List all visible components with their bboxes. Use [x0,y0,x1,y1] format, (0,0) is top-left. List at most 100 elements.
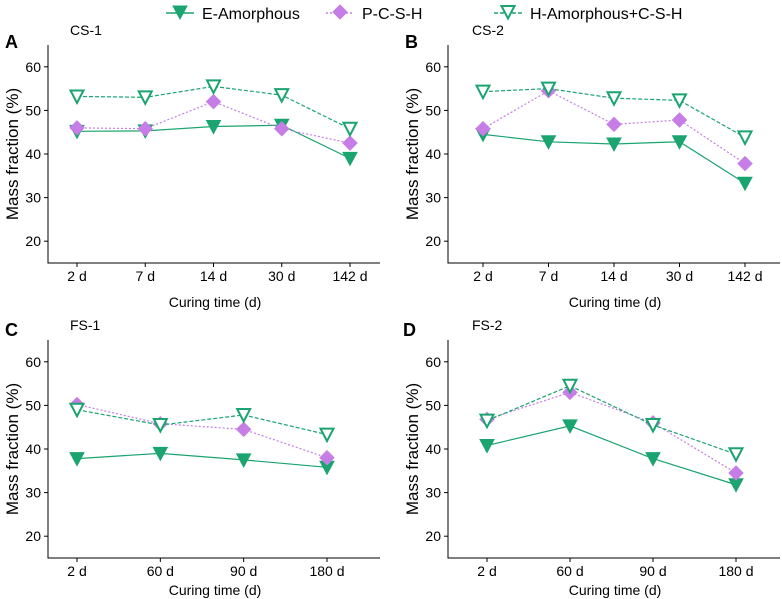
data-point [671,112,688,128]
data-point [737,155,753,172]
y-tick-label: 20 [425,233,441,249]
series-line [76,452,328,468]
data-point [69,119,85,136]
series-line [486,385,737,455]
data-point [540,81,557,98]
data-point [205,93,222,110]
data-point [205,79,222,96]
series-line [76,409,328,436]
panel-a: A CS-1 20 30 40 50 60 2 d 7 d 14 d 30 d 142 d Curing… [3,22,380,310]
y-tick-label: 20 [25,233,41,249]
panel-title: FS-1 [70,317,101,333]
x-tick-label: 180 d [718,563,753,579]
legend-label: H-Amorphous+C-S-H [530,6,682,23]
series-h-amorphous-c-s-h [68,402,336,444]
data-point [342,151,358,167]
series-h-amorphous-c-s-h [474,81,754,147]
legend-item-e-amorphous: E-Amorphous [166,5,300,23]
legend-marker-icon [172,5,188,21]
data-point [671,93,688,110]
x-tick-label: 14 d [600,268,627,284]
legend-marker-icon [499,5,517,21]
y-tick-label: 40 [25,146,41,162]
y-tick-label: 30 [25,485,41,501]
series-p-c-s-h [69,93,358,151]
data-point [562,419,578,434]
x-tick-label: 2 d [473,268,492,284]
x-tick-label: 142 d [332,268,367,284]
data-point [235,453,252,468]
panel-b: B CS-2 20 30 40 50 60 2 d 7 d 14 d 30 d 142 d Curing… [403,22,780,310]
y-tick-label: 50 [25,397,41,413]
data-point [205,120,222,135]
panel-letter: B [405,32,418,52]
data-point [606,137,622,153]
data-point [273,120,290,137]
y-tick-label: 50 [25,102,41,118]
data-point [645,452,661,467]
axes [447,45,780,264]
x-tick-label: 7 d [539,268,558,284]
data-point [606,116,622,133]
data-point [671,135,688,150]
x-axis-label: Curing time (d) [569,294,662,310]
y-tick-label: 40 [425,146,441,162]
y-axis-label: Mass fraction (%) [3,383,22,515]
legend-marker-icon [332,4,348,20]
y-tick-label: 60 [425,354,441,370]
x-tick-label: 30 d [268,268,295,284]
series-line [482,87,746,138]
panel-c: C FS-1 20 30 40 50 60 2 d 60 d 90 d 180 d Curing ti… [3,317,380,598]
axes [447,340,780,559]
axes [47,45,380,264]
data-point [68,89,86,106]
x-tick-label: 60 d [556,563,583,579]
legend-item-h-amorphous-c-s-h: H-Amorphous+C-S-H [494,5,682,23]
panel-title: FS-2 [472,317,503,333]
x-tick-label: 2 d [67,268,86,284]
y-axis-label: Mass fraction (%) [403,383,422,515]
series-e-amorphous [479,419,744,493]
data-point [152,446,169,462]
y-tick-label: 50 [425,397,441,413]
data-point [69,452,85,467]
x-axis-label: Curing time (d) [169,582,262,598]
legend-label: P-C-S-H [362,6,422,23]
panel-letter: D [403,320,416,340]
x-tick-label: 142 d [727,268,762,284]
series-p-c-s-h [69,396,335,466]
legend-label: E-Amorphous [202,6,300,23]
series-e-amorphous [69,118,358,167]
y-tick-label: 50 [425,102,441,118]
panel-title: CS-1 [70,22,102,38]
panel-title: CS-2 [472,22,504,38]
data-point [68,402,86,419]
y-tick-label: 20 [25,528,41,544]
data-point [478,413,496,430]
series-e-amorphous [69,446,335,476]
y-axis-label: Mass fraction (%) [403,88,422,220]
x-tick-label: 180 d [309,563,344,579]
data-point [728,465,744,481]
legend-item-p-c-s-h: P-C-S-H [326,4,422,23]
y-tick-label: 30 [25,190,41,206]
data-point [605,91,623,107]
x-axis-label: Curing time (d) [169,294,262,310]
data-point [479,439,495,454]
data-point [644,418,662,434]
y-tick-label: 60 [25,354,41,370]
data-point [727,447,745,463]
data-point [235,421,252,438]
series-line [76,85,351,130]
data-point [540,135,557,150]
series-line [76,403,328,459]
series-line [486,391,737,474]
data-point [152,418,169,434]
x-tick-label: 14 d [200,268,227,284]
data-point [561,378,579,395]
x-tick-label: 7 d [136,268,155,284]
y-axis-label: Mass fraction (%) [3,88,22,220]
panels: A CS-1 20 30 40 50 60 2 d 7 d 14 d 30 d 142 d Curing… [3,22,780,598]
data-point [737,176,753,192]
